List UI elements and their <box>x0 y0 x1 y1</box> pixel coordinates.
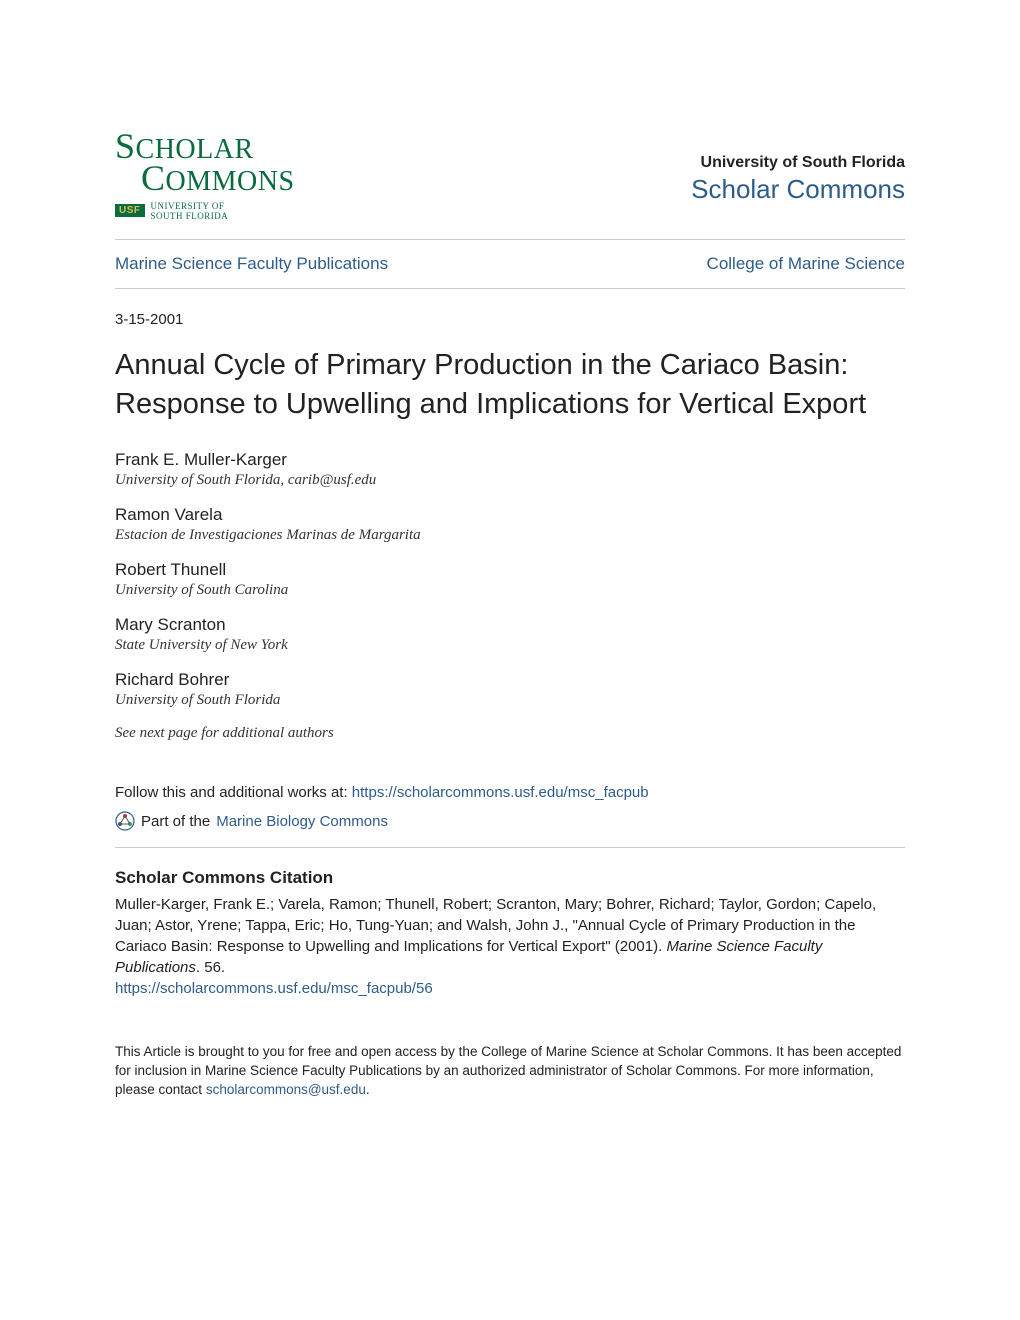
part-of-section: Part of the Marine Biology Commons <box>115 811 905 831</box>
footer-text: This Article is brought to you for free … <box>115 1043 905 1100</box>
logo-c-glyph: C <box>141 158 166 198</box>
author-name: Robert Thunell <box>115 560 905 580</box>
publication-date: 3-15-2001 <box>115 311 905 328</box>
divider-citation <box>115 847 905 848</box>
header-right: University of South Florida Scholar Comm… <box>691 130 905 205</box>
repository-link[interactable]: Scholar Commons <box>691 174 905 204</box>
author-block: Mary Scranton State University of New Yo… <box>115 615 905 654</box>
author-affiliation: University of South Florida <box>115 692 905 709</box>
college-link[interactable]: College of Marine Science <box>707 254 905 274</box>
authors-list: Frank E. Muller-Karger University of Sou… <box>115 450 905 742</box>
citation-text: Muller-Karger, Frank E.; Varela, Ramon; … <box>115 894 905 978</box>
usf-text: UNIVERSITY OF SOUTH FLORIDA <box>151 201 229 221</box>
author-name: Richard Bohrer <box>115 670 905 690</box>
contact-email-link[interactable]: scholarcommons@usf.edu <box>206 1082 366 1097</box>
author-name: Ramon Varela <box>115 505 905 525</box>
logo-text-line2: COMMONS <box>141 162 295 194</box>
author-affiliation: University of South Florida, carib@usf.e… <box>115 472 905 489</box>
author-block: Ramon Varela Estacion de Investigaciones… <box>115 505 905 544</box>
see-more-authors: See next page for additional authors <box>115 725 905 742</box>
header: SCHOLAR COMMONS USF UNIVERSITY OF SOUTH … <box>115 130 905 239</box>
follow-link[interactable]: https://scholarcommons.usf.edu/msc_facpu… <box>352 784 649 801</box>
article-title: Annual Cycle of Primary Production in th… <box>115 346 905 424</box>
part-of-prefix: Part of the <box>141 813 210 830</box>
author-affiliation: University of South Carolina <box>115 582 905 599</box>
author-name: Mary Scranton <box>115 615 905 635</box>
commons-link[interactable]: Marine Biology Commons <box>216 813 388 830</box>
usf-badge: USF <box>115 204 145 217</box>
follow-prefix: Follow this and additional works at: <box>115 784 352 801</box>
divider-nav <box>115 288 905 289</box>
author-block: Robert Thunell University of South Carol… <box>115 560 905 599</box>
author-block: Richard Bohrer University of South Flori… <box>115 670 905 709</box>
author-affiliation: State University of New York <box>115 637 905 654</box>
collection-link[interactable]: Marine Science Faculty Publications <box>115 254 388 274</box>
author-affiliation: Estacion de Investigaciones Marinas de M… <box>115 527 905 544</box>
network-icon <box>115 811 135 831</box>
usf-sublogo: USF UNIVERSITY OF SOUTH FLORIDA <box>115 201 295 221</box>
author-name: Frank E. Muller-Karger <box>115 450 905 470</box>
citation-heading: Scholar Commons Citation <box>115 868 905 888</box>
citation-link[interactable]: https://scholarcommons.usf.edu/msc_facpu… <box>115 980 905 997</box>
scholar-commons-logo[interactable]: SCHOLAR COMMONS USF UNIVERSITY OF SOUTH … <box>115 130 295 221</box>
breadcrumb-nav: Marine Science Faculty Publications Coll… <box>115 240 905 288</box>
logo-s-glyph: S <box>115 126 136 166</box>
university-name: University of South Florida <box>691 154 905 172</box>
follow-section: Follow this and additional works at: htt… <box>115 784 905 801</box>
author-block: Frank E. Muller-Karger University of Sou… <box>115 450 905 489</box>
